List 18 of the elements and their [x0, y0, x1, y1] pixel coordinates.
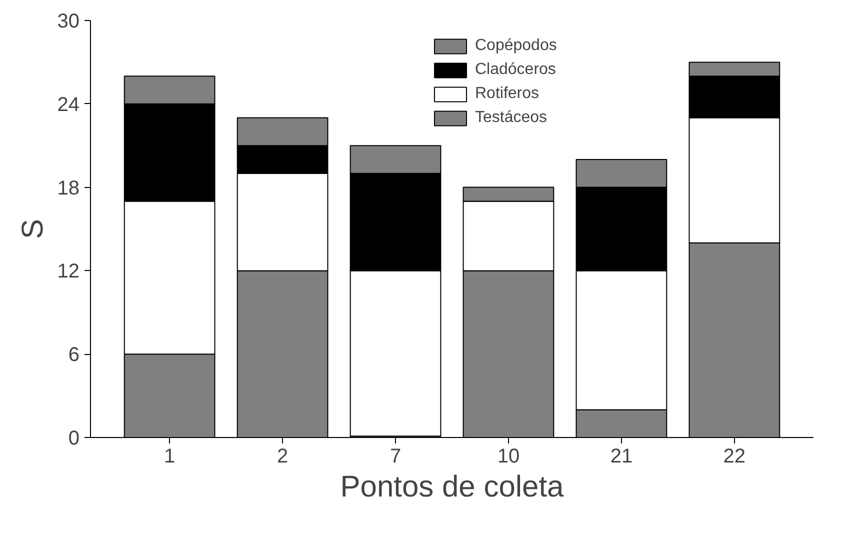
x-tick-label: 1	[164, 446, 176, 468]
x-tick-label: 7	[390, 446, 402, 468]
x-axis-title: Pontos de coleta	[340, 470, 564, 504]
x-tick-label: 21	[610, 446, 633, 468]
y-tick-label: 0	[68, 428, 80, 450]
y-tick-label: 24	[57, 94, 80, 116]
x-tick-label: 10	[497, 446, 520, 468]
y-tick-label: 30	[57, 10, 80, 32]
x-tick-label: 22	[723, 446, 746, 468]
y-tick-label: 18	[57, 177, 80, 200]
legend-label: Testáceos	[475, 109, 548, 127]
y-tick-label: 12	[57, 260, 80, 283]
y-axis-title: S	[16, 218, 50, 240]
legend-label: Rotiferos	[475, 85, 540, 103]
legend-label: Copépodos	[475, 37, 557, 55]
y-tick-label: 6	[68, 344, 80, 366]
legend-label: Cladóceros	[475, 61, 556, 79]
x-tick-label: 2	[276, 446, 288, 468]
